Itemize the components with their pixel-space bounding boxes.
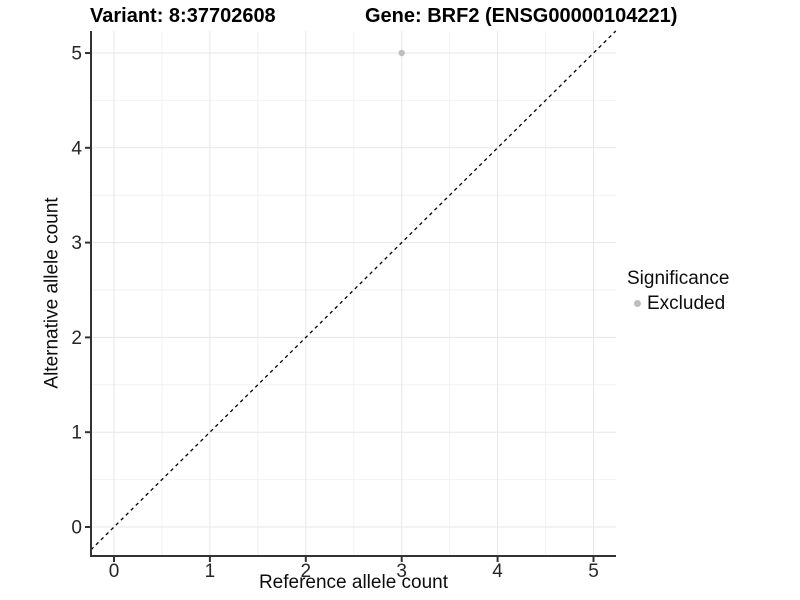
data-point-0 [398,49,405,57]
y-tick-label-3: 3 [71,233,82,254]
y-tick-label-1: 1 [71,423,82,444]
legend-item-excluded: Excluded [627,294,729,313]
x-tick-label-5: 5 [588,561,599,582]
axis-lines [90,31,616,557]
legend: Significance Excluded [627,269,729,313]
y-tick-label-4: 4 [71,138,82,159]
x-tick-label-0: 0 [109,561,120,582]
legend-item-label: Excluded [647,293,726,314]
x-axis-title: Reference allele count [258,572,449,593]
y-axis-title: Alternative allele count [41,197,63,389]
x-tick-label-3: 3 [396,561,407,582]
plot-title-variant: Variant: 8:37702608 [90,5,276,27]
x-tick-label-1: 1 [205,561,216,582]
x-tick-label-4: 4 [492,561,503,582]
y-tick-label-2: 2 [71,328,82,349]
y-tick-label-0: 0 [71,518,82,539]
plot-title-gene: Gene: BRF2 (ENSG00000104221) [365,5,678,27]
x-tick-label-2: 2 [301,561,312,582]
legend-point-swatch [634,300,641,307]
y-tick-label-5: 5 [71,44,82,65]
legend-title: Significance [627,268,730,289]
